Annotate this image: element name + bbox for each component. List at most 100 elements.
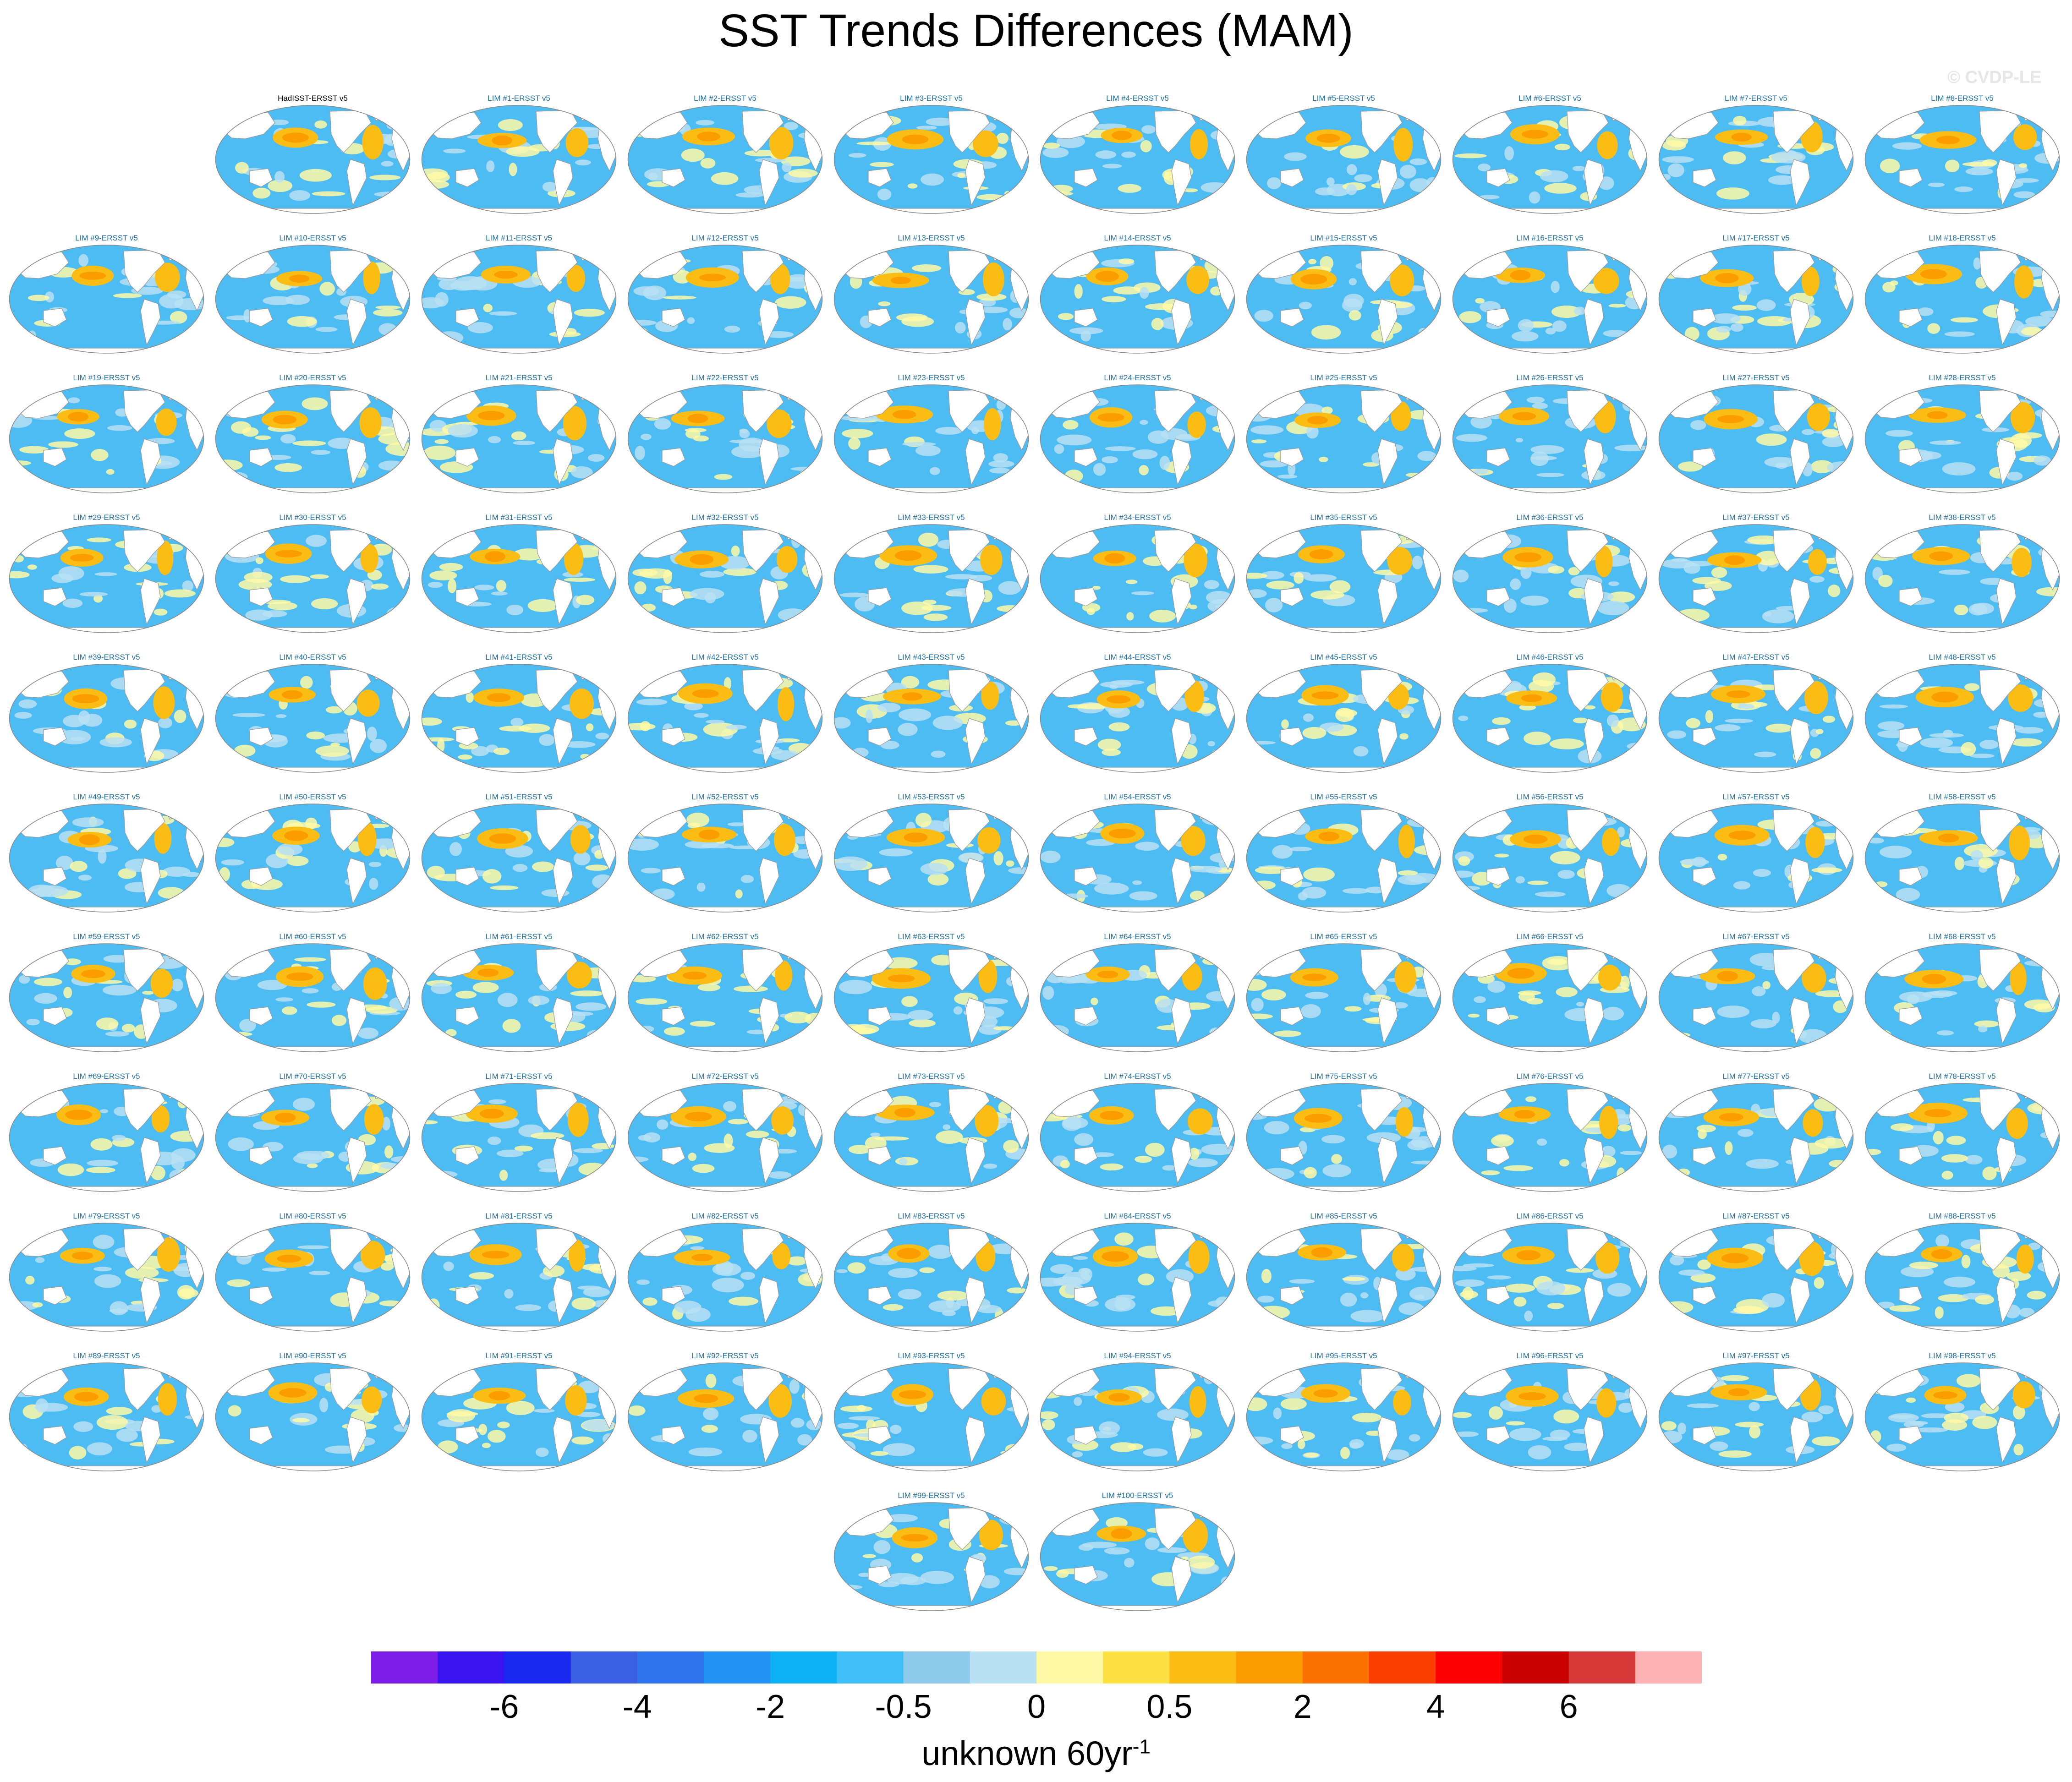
map-panel: LIM #89-ERSST v5: [7, 1351, 206, 1475]
north-atlantic-warm-patch: [1181, 826, 1206, 856]
panel-label: LIM #49-ERSST v5: [73, 793, 140, 801]
anomaly-patch: [1678, 1269, 1705, 1276]
map-outline: [9, 943, 204, 1052]
anomaly-patch: [1968, 603, 1987, 616]
map-panel: LIM #10-ERSST v5: [213, 234, 412, 357]
anomaly-patch: [1597, 601, 1629, 616]
anomaly-patch: [1951, 317, 1978, 323]
anomaly-patch: [499, 726, 532, 732]
anomaly-patch: [996, 132, 1009, 144]
map-panel: LIM #76-ERSST v5: [1450, 1072, 1650, 1196]
robinson-map: [9, 1362, 204, 1471]
north-pacific-hot-core: [1095, 271, 1119, 282]
anomaly-patch: [693, 435, 709, 442]
panel-label: LIM #65-ERSST v5: [1310, 932, 1377, 941]
anomaly-patch: [1399, 733, 1409, 740]
anomaly-patch: [35, 1257, 45, 1263]
anomaly-patch: [1074, 284, 1083, 299]
robinson-map: [1452, 664, 1648, 773]
anomaly-patch: [1568, 567, 1580, 576]
robinson-map: [833, 1083, 1029, 1192]
anomaly-patch: [879, 848, 913, 857]
map-panel: LIM #88-ERSST v5: [1863, 1212, 2062, 1335]
anomaly-patch: [1750, 1019, 1776, 1028]
land-mass: [1899, 1146, 1923, 1165]
anomaly-patch: [1620, 1151, 1642, 1155]
anomaly-patch: [1222, 608, 1233, 619]
anomaly-patch: [746, 1131, 769, 1138]
anomaly-patch: [375, 305, 401, 310]
land-mass: [346, 438, 367, 486]
anomaly-patch: [1961, 1255, 1971, 1268]
map-outline: [1040, 524, 1235, 633]
anomaly-patch: [931, 955, 954, 966]
anomaly-patch: [1353, 746, 1369, 757]
north-pacific-hot-core: [901, 1534, 929, 1542]
panel-label: LIM #94-ERSST v5: [1104, 1351, 1171, 1360]
land-mass: [1899, 727, 1923, 746]
anomaly-patch: [512, 864, 528, 872]
anomaly-patch: [1511, 331, 1539, 342]
colorbar-swatch: [970, 1651, 1037, 1684]
north-atlantic-warm-patch: [154, 823, 172, 854]
anomaly-patch: [700, 570, 724, 578]
land-mass: [1693, 448, 1716, 467]
land-mass: [1486, 587, 1510, 607]
panel-label: LIM #26-ERSST v5: [1516, 373, 1584, 382]
map-panel: LIM #68-ERSST v5: [1863, 932, 2062, 1056]
land-mass: [1040, 1465, 1235, 1471]
anomaly-patch: [1460, 1290, 1478, 1299]
anomaly-patch: [1343, 888, 1370, 894]
anomaly-patch: [2019, 1308, 2035, 1317]
map-outline: [1658, 105, 1854, 214]
north-atlantic-warm-patch: [1187, 1108, 1213, 1135]
map-panel: LIM #56-ERSST v5: [1450, 793, 1650, 916]
colorbar-tick-label: 0: [1027, 1689, 1046, 1725]
anomaly-patch: [150, 1165, 165, 1181]
anomaly-patch: [1273, 1407, 1282, 1420]
land-mass: [834, 1326, 1029, 1331]
anomaly-patch: [19, 446, 49, 454]
anomaly-patch: [294, 957, 326, 962]
anomaly-patch: [1331, 1154, 1342, 1164]
anomaly-patch: [1690, 1273, 1716, 1283]
anomaly-patch: [171, 978, 183, 992]
robinson-map: [1658, 804, 1854, 913]
robinson-map: [1864, 664, 2060, 773]
map-outline: [833, 1362, 1029, 1471]
robinson-map: [1246, 524, 1442, 633]
robinson-map: [833, 1223, 1029, 1332]
anomaly-patch: [723, 1101, 737, 1112]
map-panel: LIM #98-ERSST v5: [1863, 1351, 2062, 1475]
land-mass: [249, 168, 273, 187]
anomaly-patch: [585, 864, 608, 871]
anomaly-patch: [1246, 589, 1267, 598]
anomaly-patch: [580, 754, 590, 760]
north-pacific-hot-core: [1922, 973, 1946, 984]
anomaly-patch: [1261, 989, 1286, 1000]
anomaly-patch: [1686, 718, 1700, 728]
anomaly-patch: [1617, 1124, 1632, 1132]
anomaly-patch: [1348, 310, 1361, 321]
anomaly-patch: [1042, 986, 1054, 1000]
north-atlantic-warm-patch: [1398, 825, 1415, 858]
anomaly-patch: [1756, 299, 1776, 311]
anomaly-patch: [725, 725, 747, 730]
anomaly-patch: [1733, 881, 1751, 890]
north-atlantic-warm-patch: [2008, 684, 2034, 712]
north-atlantic-warm-patch: [983, 262, 1004, 296]
map-panel: LIM #41-ERSST v5: [419, 653, 619, 776]
anomaly-patch: [2011, 738, 2042, 747]
anomaly-patch: [107, 425, 132, 431]
anomaly-patch: [1162, 1165, 1176, 1171]
map-outline: [627, 384, 823, 493]
ocean-field: [1453, 804, 1647, 912]
land-mass: [1790, 718, 1810, 765]
panel-label: LIM #76-ERSST v5: [1516, 1072, 1584, 1081]
units-base: unknown 60yr: [921, 1734, 1133, 1772]
anomaly-patch: [1078, 1268, 1091, 1274]
land-mass: [965, 1277, 986, 1324]
anomaly-patch: [888, 1268, 918, 1278]
anomaly-patch: [1608, 581, 1619, 586]
map-panel: LIM #51-ERSST v5: [419, 793, 619, 916]
